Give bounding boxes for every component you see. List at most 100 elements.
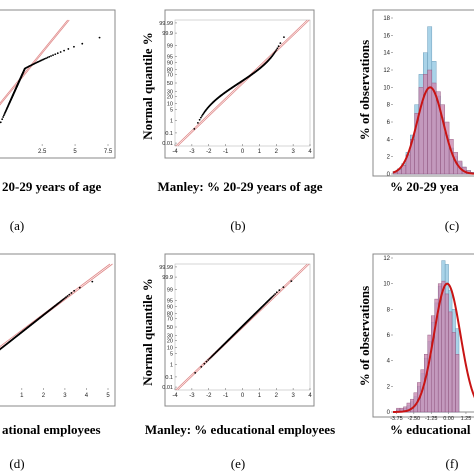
- plot-d-xtick-label-1: 2: [42, 393, 46, 399]
- plot-d-xtick-label-2: 3: [63, 393, 67, 399]
- plot-b-frame: [164, 9, 315, 159]
- plot-d-xtick-label-4: 5: [106, 393, 110, 399]
- plot-f-ytick-label-2: 4: [387, 359, 391, 365]
- plot-e-ytick-label-7: 50: [167, 325, 173, 331]
- panel-label-d: (d): [9, 456, 24, 471]
- plot-b-point: [275, 49, 278, 51]
- plot-a-point: [56, 52, 59, 55]
- plot-b-ytick-label-10: 90: [167, 60, 173, 66]
- plot-d-point: [66, 295, 69, 297]
- plot-a-point: [0, 121, 2, 124]
- plot-b-xtick-label-2: -2: [206, 149, 212, 155]
- plot-c-ytick-label-8: 16: [383, 33, 390, 39]
- plot-b-xtick-label-0: -4: [172, 149, 178, 155]
- plot-b-xtick-label-5: 1: [258, 149, 262, 155]
- plot-b-point: [199, 116, 202, 119]
- plot-b-ytick-label-2: 1: [170, 119, 173, 125]
- plot-f-bar-pink-15: [448, 311, 453, 413]
- plot-e-point: [200, 365, 203, 368]
- plot-f-bar-pink-14: [444, 293, 449, 413]
- plot-a-point: [2, 116, 5, 118]
- plot-b-xtick-label-4: 0: [241, 149, 245, 155]
- plot-a-xtick-label-2: 7.5: [104, 149, 113, 155]
- plot-f-xtick-label-3: 0.00: [443, 416, 454, 422]
- plot-e-xtick-label-4: 0: [241, 393, 245, 399]
- plot-f-xtick-label-2: -1.25: [425, 416, 438, 422]
- plot-d-frame: [0, 253, 116, 407]
- plot-f-bar-pink-13: [441, 280, 446, 413]
- plot-b-point: [196, 121, 199, 124]
- plot-c-xlabel: % 20-29 yea: [390, 179, 459, 194]
- plot-b-ytick-label-8: 70: [167, 73, 173, 79]
- plot-e-point: [272, 294, 275, 297]
- plot-b-point: [198, 118, 201, 121]
- plot-d-xtick-label-0: 1: [20, 393, 24, 399]
- plot-d-point: [63, 297, 66, 300]
- plot-f-ytick-label-1: 2: [387, 384, 391, 390]
- plot-e-point: [278, 289, 281, 292]
- plot-e-xlabel: Manley: % educational employees: [145, 422, 335, 437]
- plot-f-bar-pink-17: [455, 354, 460, 413]
- plot-f-ylabel: % of observations: [357, 286, 372, 386]
- plot-b-point: [283, 36, 285, 39]
- plot-e-ytick-label-8: 70: [167, 317, 173, 323]
- plot-a-ref-line-0: [0, 19, 68, 104]
- panel-label-e: (e): [231, 456, 245, 471]
- plot-f-ytick-label-0: 0: [387, 410, 391, 416]
- plot-e-point: [205, 360, 208, 363]
- plot-e-xtick-label-0: -4: [172, 393, 178, 399]
- plot-c-ytick-label-9: 18: [383, 16, 390, 22]
- plot-e-ytick-label-4: 10: [167, 346, 173, 352]
- plot-e-ytick-label-3: 5: [170, 352, 173, 358]
- plot-c-ytick-label-6: 12: [383, 68, 390, 74]
- plot-e-ytick-label-0: 0.01: [162, 385, 173, 391]
- plot-b-ytick-label-13: 99.9: [162, 31, 173, 37]
- plot-e-point: [203, 362, 206, 365]
- plot-a-point: [50, 55, 52, 57]
- plot-b-xtick-label-1: -3: [189, 149, 195, 155]
- plot-f-bar-pink-9: [427, 334, 432, 413]
- plot-a-xtick-label-0: 2.5: [38, 149, 47, 155]
- plot-f-xtick-label-4: 1.25: [461, 416, 472, 422]
- panel-label-f: (f): [446, 456, 459, 471]
- plot-e-ytick-label-10: 90: [167, 304, 173, 310]
- panel-label-b: (b): [230, 218, 245, 233]
- plot-a-point: [52, 54, 54, 57]
- plot-a-point: [43, 57, 46, 60]
- plot-b-ytick-label-14: 99.99: [159, 21, 173, 27]
- plot-b-ytick-label-5: 20: [167, 95, 173, 101]
- plot-a-point: [67, 48, 70, 50]
- plot-e-xtick-label-1: -3: [189, 393, 195, 399]
- plot-d-point: [70, 292, 73, 294]
- panel-label-c: (c): [445, 218, 459, 233]
- plot-c-ytick-label-5: 10: [383, 85, 390, 91]
- plot-a-point: [98, 36, 101, 39]
- plot-c-bar-pink-8: [427, 69, 433, 175]
- plot-b-ytick-label-9: 80: [167, 67, 173, 73]
- plot-a-point: [45, 57, 47, 60]
- plot-b-xtick-label-8: 4: [308, 149, 312, 155]
- panel-label-a: (a): [10, 218, 24, 233]
- plot-b-xtick-label-3: -1: [223, 149, 229, 155]
- plot-d-xtick-label-3: 4: [85, 393, 89, 399]
- plot-a-point: [1, 118, 4, 121]
- plot-b-ytick-label-0: 0.01: [162, 141, 173, 147]
- plot-e-xtick-label-2: -2: [206, 393, 212, 399]
- plot-d-point: [65, 296, 67, 299]
- plot-a-xtick-label-1: 5: [73, 149, 77, 155]
- plot-e-ytick-label-12: 99: [167, 287, 173, 293]
- plot-e-point: [207, 359, 210, 361]
- plot-f-ytick-label-4: 8: [387, 307, 391, 313]
- plot-b-ytick-label-3: 5: [170, 108, 173, 114]
- plot-a-point: [2, 114, 5, 117]
- plot-a-point: [48, 55, 51, 58]
- plot-b-ref-line-1: [177, 19, 310, 147]
- plot-a-point: [46, 56, 49, 59]
- plot-e-ylabel: Normal quantile %: [140, 278, 155, 386]
- plot-d-point: [73, 289, 76, 292]
- plot-e-ytick-label-6: 30: [167, 333, 173, 339]
- plot-b-xlabel: Manley: % 20-29 years of age: [158, 179, 323, 194]
- plot-a-ref-line-1: [0, 19, 70, 106]
